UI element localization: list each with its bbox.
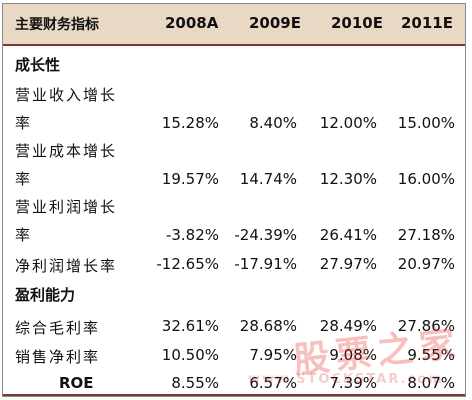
row-label-cost-growth: 营业成本增长 bbox=[15, 142, 118, 160]
row-label-operating-profit-growth-cont: 率 bbox=[15, 226, 33, 244]
header-year-2008a: 2008A bbox=[165, 14, 219, 32]
table-cell: 12.30% bbox=[319, 170, 377, 188]
section-growth: 成长性 bbox=[15, 56, 61, 74]
row-label-revenue-growth-cont: 率 bbox=[15, 114, 33, 132]
table-header: 主要财务指标 2008A 2009E 2010E 2011E bbox=[3, 4, 465, 46]
header-year-2009e: 2009E bbox=[249, 14, 301, 32]
table-cell: 26.41% bbox=[319, 226, 377, 244]
table-cell: 8.07% bbox=[407, 374, 455, 392]
header-label: 主要财务指标 bbox=[15, 17, 99, 33]
watermark-url: www.STOCKSTAR.com bbox=[248, 372, 444, 387]
table-cell: -3.82% bbox=[165, 226, 219, 244]
table-cell: 9.55% bbox=[407, 346, 455, 364]
table-cell: 7.95% bbox=[249, 346, 297, 364]
row-label-cost-growth-cont: 率 bbox=[15, 170, 33, 188]
table-cell: 27.86% bbox=[397, 317, 455, 335]
table-cell: 15.00% bbox=[397, 114, 455, 132]
bottom-rule bbox=[3, 394, 465, 396]
row-label-roe: ROE bbox=[59, 374, 94, 392]
table-cell: -24.39% bbox=[234, 226, 297, 244]
table-cell: 19.57% bbox=[161, 170, 219, 188]
row-label-revenue-growth: 营业收入增长 bbox=[15, 86, 118, 104]
table-cell: 9.08% bbox=[329, 346, 377, 364]
table-cell: 6.57% bbox=[249, 374, 297, 392]
header-year-2011e: 2011E bbox=[401, 14, 453, 32]
table-cell: 28.68% bbox=[239, 317, 297, 335]
table-cell: 27.97% bbox=[319, 255, 377, 273]
table-cell: 12.00% bbox=[319, 114, 377, 132]
table-cell: 16.00% bbox=[397, 170, 455, 188]
section-profitability: 盈利能力 bbox=[15, 286, 76, 304]
table-cell: 8.40% bbox=[249, 114, 297, 132]
row-label-net-margin: 销售净利率 bbox=[15, 348, 101, 366]
row-label-operating-profit-growth: 营业利润增长 bbox=[15, 198, 118, 216]
table-cell: 27.18% bbox=[397, 226, 455, 244]
row-label-net-profit-growth: 净利润增长率 bbox=[15, 257, 118, 275]
table-cell: 7.39% bbox=[329, 374, 377, 392]
table-cell: 20.97% bbox=[397, 255, 455, 273]
table-cell: 15.28% bbox=[161, 114, 219, 132]
table-cell: -17.91% bbox=[234, 255, 297, 273]
table-cell: 8.55% bbox=[171, 374, 219, 392]
table-cell: -12.65% bbox=[156, 255, 219, 273]
table-cell: 32.61% bbox=[161, 317, 219, 335]
table-cell: 10.50% bbox=[161, 346, 219, 364]
table-cell: 14.74% bbox=[239, 170, 297, 188]
financial-indicators-table: 主要财务指标 2008A 2009E 2010E 2011E 成长性 营业收入增… bbox=[2, 3, 466, 397]
table-cell: 28.49% bbox=[319, 317, 377, 335]
header-year-2010e: 2010E bbox=[331, 14, 383, 32]
row-label-gross-margin: 综合毛利率 bbox=[15, 319, 101, 337]
